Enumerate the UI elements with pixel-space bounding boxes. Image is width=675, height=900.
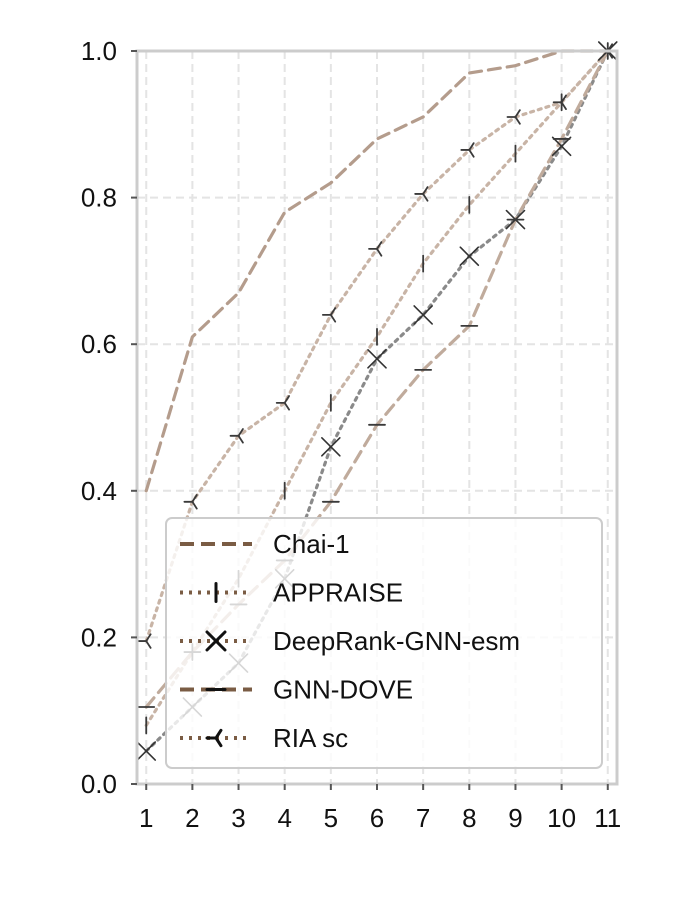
y-tick-label: 0.0: [81, 769, 117, 799]
tri-marker: [137, 633, 152, 649]
x-tick-label: 2: [185, 803, 199, 833]
tri-marker: [205, 728, 223, 748]
tri-marker: [506, 109, 521, 125]
x-tick-label: 9: [508, 803, 522, 833]
legend-label: DeepRank-GNN-esm: [273, 626, 520, 656]
y-tick-label: 0.8: [81, 183, 117, 213]
legend: Chai-1 APPRAISE DeepRank-GNN-esm GNN-DOVE RI…: [165, 517, 603, 769]
x-tick-label: 11: [594, 803, 621, 833]
y-tick-label: 0.2: [81, 622, 117, 652]
x-tick-label: 6: [370, 803, 384, 833]
series-line: [144, 49, 610, 493]
y-tick-label: 0.6: [81, 329, 117, 359]
x-marker: [205, 630, 227, 652]
legend-label: RIA sc: [273, 723, 348, 753]
x-marker: [413, 305, 433, 325]
y-tick-label: 1.0: [81, 36, 117, 66]
x-marker: [321, 437, 341, 457]
x-tick-label: 10: [547, 803, 576, 833]
tri-marker: [460, 142, 475, 158]
x-marker: [459, 246, 480, 267]
x-marker: [551, 136, 572, 157]
x-marker: [136, 741, 157, 761]
tri-marker: [275, 395, 290, 411]
tri-marker: [552, 94, 567, 111]
legend-box: [165, 517, 603, 769]
tri-marker: [321, 307, 337, 323]
tri-marker: [368, 241, 383, 257]
x-tick-label: 7: [416, 803, 430, 833]
x-tick-label: 4: [277, 803, 291, 833]
y-tick-label: 0.4: [81, 476, 117, 506]
x-tick-label: 3: [231, 803, 245, 833]
x-marker: [367, 349, 387, 369]
x-tick-label: 8: [462, 803, 476, 833]
x-tick-label: 5: [324, 803, 338, 833]
y-axis-ticks: 0.0 0.2 0.4 0.6 0.8 1.0: [81, 36, 137, 799]
x-axis-ticks: 1 2 3 4 5 6 7 8 9 10 11: [139, 784, 621, 833]
tri-marker: [229, 428, 244, 444]
legend-label: Chai-1: [273, 529, 350, 559]
legend-label: GNN-DOVE: [273, 675, 413, 705]
tri-marker: [414, 186, 429, 202]
tri-marker: [183, 494, 198, 510]
legend-label: APPRAISE: [273, 578, 403, 608]
x-tick-label: 1: [139, 803, 153, 833]
